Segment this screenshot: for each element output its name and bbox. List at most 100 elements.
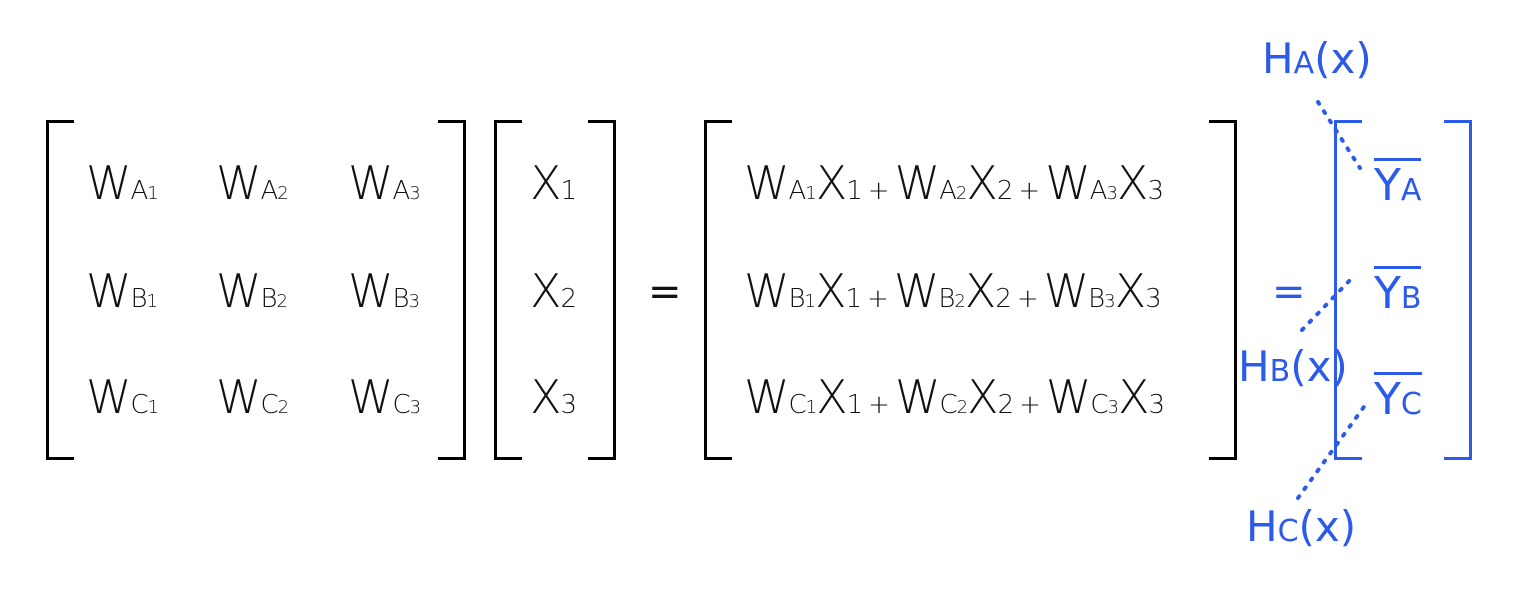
entry-idx: 3 <box>409 397 421 418</box>
term-w: W <box>894 370 940 424</box>
result-y-entry: YA <box>1374 158 1422 208</box>
term-w-sub: C <box>939 390 957 420</box>
overline <box>1374 158 1422 161</box>
plus-operator: + <box>868 390 890 420</box>
term-w-idx: 3 <box>1104 291 1115 312</box>
entry-idx: 1 <box>146 291 158 312</box>
entry-base: W <box>348 264 393 318</box>
matrix-w-entry: WA3 <box>348 160 421 206</box>
h-b-arg: (x) <box>1290 342 1348 391</box>
term-x: X <box>815 156 848 210</box>
term-x-idx: 2 <box>995 284 1012 314</box>
result-y-right-bracket <box>1444 120 1472 460</box>
vector-x-right-bracket <box>588 120 616 460</box>
entry-idx: 3 <box>408 291 420 312</box>
connector-a <box>1316 100 1362 170</box>
h-b-base: H <box>1238 342 1270 391</box>
term-x-idx: 3 <box>1147 176 1164 206</box>
term-w: W <box>1045 156 1090 210</box>
h-c-base: H <box>1246 502 1278 551</box>
plus-operator: + <box>1016 284 1039 314</box>
matrix-w-entry: WC1 <box>86 374 159 420</box>
term-w: W <box>1043 264 1089 318</box>
term-x-idx: 1 <box>846 390 864 420</box>
term-x: X <box>1118 370 1150 424</box>
y-sub: A <box>1400 173 1422 208</box>
term-w-sub: B <box>788 284 805 314</box>
term-w-idx: 3 <box>1106 183 1117 204</box>
term-w: W <box>894 156 940 210</box>
entry-base: W <box>348 370 393 424</box>
entry-base: W <box>216 264 261 318</box>
result-y-entry: YC <box>1374 372 1422 422</box>
term-x: X <box>816 370 848 424</box>
h-a-base: H <box>1262 34 1294 83</box>
entry-idx: 1 <box>147 397 159 418</box>
product-right-bracket <box>1209 120 1237 460</box>
term-x-idx: 1 <box>845 284 862 314</box>
matrix-w-entry: WA1 <box>86 160 159 206</box>
vector-x-left-bracket <box>494 120 522 460</box>
y-base: Y <box>1374 374 1401 425</box>
entry-sub: C <box>260 390 278 420</box>
term-w: W <box>744 370 789 424</box>
entry-base: W <box>86 264 131 318</box>
entry-sub: C <box>130 390 148 420</box>
term-x: X <box>966 156 998 210</box>
term-x: X <box>1114 264 1147 318</box>
term-x-idx: 1 <box>846 176 863 206</box>
term-x: X <box>964 264 997 318</box>
h-a-arg: (x) <box>1314 34 1372 83</box>
y-base: Y <box>1374 268 1401 319</box>
entry-sub: B <box>130 284 147 314</box>
y-base: Y <box>1374 160 1401 211</box>
term-w-idx: 1 <box>805 397 817 418</box>
result-y-entry: YB <box>1374 266 1422 316</box>
matrix-w-left-bracket <box>46 120 74 460</box>
matrix-w-entry: WB2 <box>216 268 288 314</box>
entry-sub: A <box>260 176 278 206</box>
h-label-a: HA(x) <box>1262 38 1372 80</box>
product-row: WB1X1 + WB2X2 + WB3X3 <box>744 268 1162 314</box>
term-x-idx: 3 <box>1145 284 1162 314</box>
term-w-sub: B <box>1088 284 1105 314</box>
plus-operator: + <box>1018 176 1040 206</box>
product-row: WC1X1 + WC2X2 + WC3X3 <box>744 374 1165 420</box>
entry-sub: B <box>392 284 409 314</box>
term-x-idx: 2 <box>996 176 1014 206</box>
term-w-idx: 2 <box>954 291 965 312</box>
entry-base: X <box>530 264 562 318</box>
entry-idx: 2 <box>276 291 288 312</box>
h-c-sub: C <box>1277 514 1299 549</box>
product-row: WA1X1 + WA2X2 + WA3X3 <box>744 160 1164 206</box>
connector-b <box>1300 276 1354 332</box>
term-w-idx: 3 <box>1107 397 1119 418</box>
h-label-c: HC(x) <box>1246 506 1356 548</box>
term-w: W <box>1045 370 1091 424</box>
h-c-arg: (x) <box>1298 502 1357 551</box>
term-w-idx: 1 <box>804 291 816 312</box>
entry-sub: A <box>392 176 410 206</box>
equals-sign-blue: = <box>1272 269 1306 315</box>
matrix-w-entry: WC3 <box>348 374 421 420</box>
entry-idx: 2 <box>277 183 288 204</box>
plus-operator: + <box>867 284 889 314</box>
entry-idx: 2 <box>560 284 578 314</box>
entry-base: W <box>216 156 261 210</box>
entry-idx: 3 <box>560 390 578 420</box>
vector-x-entry: X3 <box>530 374 578 420</box>
entry-sub: B <box>260 284 277 314</box>
entry-idx: 1 <box>560 176 578 206</box>
plus-operator: + <box>867 176 890 206</box>
entry-base: W <box>216 370 261 424</box>
h-label-b: HB(x) <box>1238 346 1348 388</box>
entry-sub: A <box>130 176 148 206</box>
entry-idx: 2 <box>277 397 289 418</box>
term-x-idx: 2 <box>997 390 1015 420</box>
term-w: W <box>744 264 789 318</box>
product-left-bracket <box>704 120 732 460</box>
vector-x-entry: X1 <box>530 160 578 206</box>
entry-base: W <box>86 370 131 424</box>
matrix-w-entry: WB1 <box>86 268 158 314</box>
